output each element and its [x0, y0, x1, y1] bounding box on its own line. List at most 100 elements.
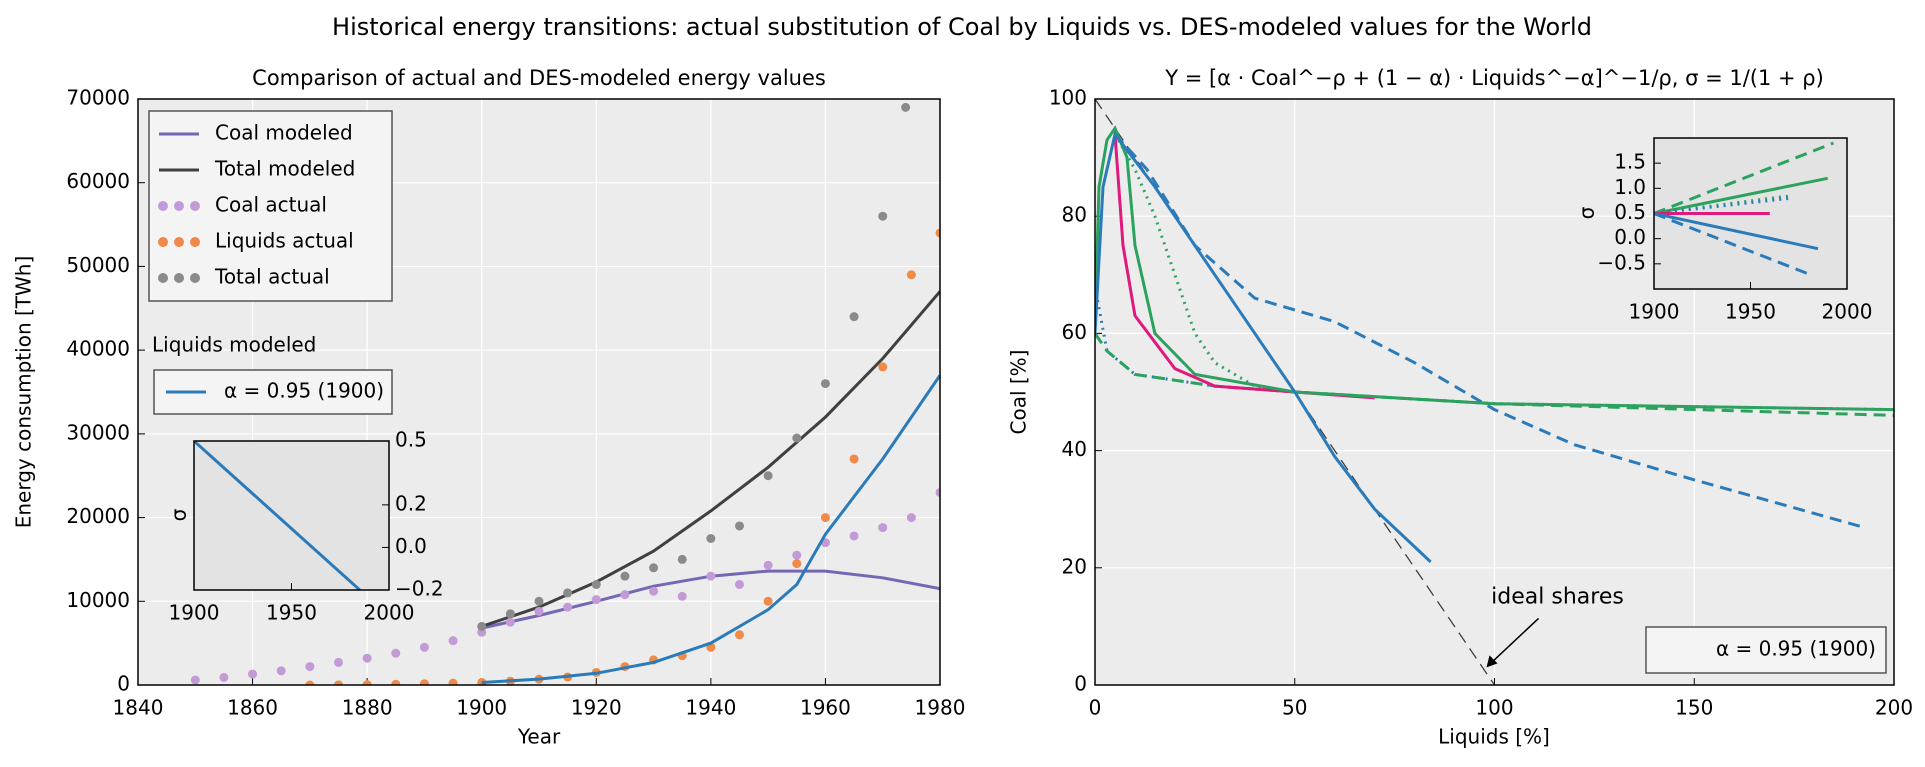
legend-swatch: [190, 273, 200, 283]
data-line: [194, 441, 361, 590]
data-point: [706, 534, 716, 543]
data-line: [1654, 196, 1790, 215]
data-point: [849, 531, 859, 541]
data-point: [849, 312, 859, 322]
legend-swatch: [190, 237, 200, 247]
data-point: [763, 471, 773, 481]
y-tick-label: 10000: [66, 588, 130, 612]
data-point: [820, 379, 830, 389]
data-point: [391, 679, 401, 685]
chart-title: Comparison of actual and DES-modeled ene…: [252, 66, 826, 90]
plot-area: [194, 441, 389, 590]
data-line: [481, 374, 940, 684]
data-point: [849, 454, 859, 464]
y-tick-label: 0: [117, 672, 130, 696]
data-point: [792, 559, 802, 569]
data-point: [906, 270, 916, 280]
data-point: [649, 563, 659, 573]
legend-label: Coal modeled: [215, 121, 353, 145]
data-line: [1095, 130, 1432, 563]
data-point: [591, 595, 601, 605]
y-tick-label: 0.0: [395, 534, 427, 558]
y-axis-label: σ: [1575, 206, 1599, 219]
figure-title: Historical energy transitions: actual su…: [332, 13, 1592, 41]
data-point: [677, 591, 687, 601]
data-point: [763, 596, 773, 606]
y-tick-label: 70000: [66, 86, 130, 110]
legend-label: α = 0.95 (1900): [224, 379, 384, 403]
plot-frame: [1094, 98, 1895, 686]
data-line: [1095, 125, 1894, 412]
data-point: [878, 211, 888, 221]
x-tick-label: 1900: [456, 696, 507, 720]
data-point: [391, 648, 401, 658]
data-point: [505, 609, 515, 619]
x-tick-label: 1950: [1725, 300, 1776, 324]
x-tick-label: 1980: [915, 696, 966, 720]
legend-title: Liquids modeled: [152, 333, 316, 357]
data-line: [1654, 212, 1809, 276]
y-axis-label: Coal [%]: [1007, 350, 1031, 435]
y-tick-label: 60: [1062, 320, 1087, 344]
data-point: [620, 571, 630, 581]
data-point: [735, 521, 744, 531]
legend-label: Total actual: [214, 265, 330, 289]
data-point: [362, 680, 372, 685]
arrow-head: [1486, 655, 1498, 668]
x-tick-label: 1860: [227, 696, 278, 720]
data-point: [649, 586, 659, 596]
data-point: [906, 513, 916, 523]
data-point: [563, 602, 573, 612]
data-point: [334, 657, 343, 667]
data-point: [305, 662, 315, 672]
data-line: [1654, 212, 1819, 251]
x-tick-label: 0: [1089, 696, 1102, 720]
y-tick-label: 20: [1062, 554, 1087, 578]
data-point: [448, 636, 458, 646]
y-tick-label: 80: [1062, 203, 1087, 227]
chart-title: Y = [α · Coal^−ρ + (1 − α) · Liquids^−α]…: [1164, 66, 1824, 90]
x-axis-label: Year: [517, 725, 561, 749]
y-tick-label: 100: [1049, 86, 1087, 110]
x-tick-label: 200: [1875, 696, 1913, 720]
data-point: [878, 362, 888, 372]
data-point: [305, 680, 315, 685]
legend-label: α = 0.95 (1900): [1716, 637, 1876, 661]
legend-swatch: [190, 201, 200, 211]
data-line: [1654, 141, 1835, 215]
y-tick-label: 20000: [66, 504, 130, 528]
y-tick-label: 40: [1062, 437, 1087, 461]
y-tick-label: 1.0: [1614, 175, 1646, 199]
y-axis-label: Energy consumption [TWh]: [12, 256, 36, 529]
y-tick-label: 0.2: [395, 491, 427, 515]
legend-label: Liquids actual: [215, 229, 354, 253]
y-tick-label: 0: [1074, 672, 1087, 696]
x-tick-label: 1950: [266, 601, 317, 625]
data-point: [563, 588, 573, 598]
y-tick-label: −0.2: [395, 577, 444, 601]
data-point: [419, 679, 429, 685]
x-tick-label: 2000: [1822, 300, 1873, 324]
data-point: [792, 550, 802, 560]
y-axis-label: σ: [167, 508, 191, 521]
data-point: [534, 606, 544, 616]
x-tick-label: 150: [1675, 696, 1713, 720]
data-point: [706, 571, 716, 581]
data-line: [1113, 133, 1863, 529]
x-tick-label: 50: [1282, 696, 1307, 720]
x-tick-label: 1960: [800, 696, 851, 720]
data-point: [248, 669, 258, 679]
data-point: [534, 596, 544, 606]
y-tick-label: −0.5: [1597, 250, 1646, 274]
legend-label: Coal actual: [215, 193, 327, 217]
x-tick-label: 1880: [342, 696, 393, 720]
data-line: [1654, 176, 1828, 215]
x-tick-label: 1920: [571, 696, 622, 720]
legend-swatch: [174, 237, 184, 247]
data-point: [735, 580, 744, 590]
data-point: [935, 487, 940, 497]
data-point: [362, 653, 372, 663]
y-tick-label: 1.5: [1614, 150, 1646, 174]
